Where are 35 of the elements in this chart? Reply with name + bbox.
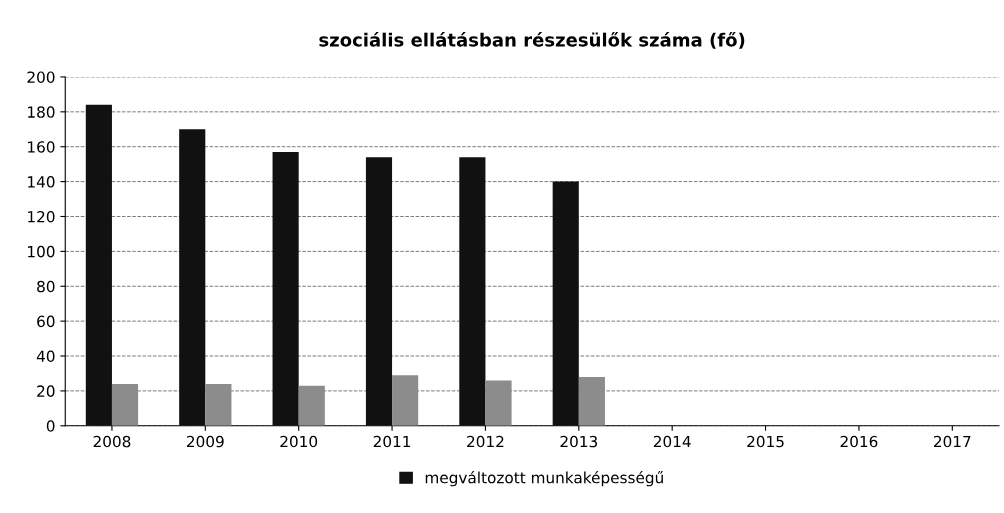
x-tick-label: 2012: [467, 435, 504, 448]
x-tick-label: 2017: [933, 435, 971, 448]
x-tick-label: 2010: [280, 435, 318, 448]
y-tick-label: 100: [28, 245, 55, 258]
y-tick-label: 0: [46, 420, 55, 432]
y-tick-label: 140: [28, 176, 55, 188]
y-tick-label: 20: [37, 385, 55, 397]
bar: [552, 181, 579, 426]
x-tick-label: 2013: [560, 435, 598, 448]
bar: [205, 383, 232, 426]
bar: [111, 383, 139, 426]
y-tick-label: 200: [27, 71, 55, 83]
bar: [365, 157, 393, 426]
legend-label: megváltozott munkaképességű: [425, 470, 663, 487]
y-tick-label: 40: [36, 350, 55, 363]
x-tick-label: 2015: [747, 435, 784, 448]
chart-title: szociális ellátásban részesülők száma (fő): [319, 31, 745, 49]
bar: [272, 151, 299, 426]
bar: [459, 157, 486, 426]
bar: [392, 375, 419, 426]
x-tick-label: 2008: [93, 435, 131, 448]
x-tick-label: 2009: [187, 435, 224, 448]
y-tick-label: 180: [28, 106, 55, 118]
bar: [85, 104, 112, 426]
y-tick-label: 60: [37, 315, 55, 328]
bar: [578, 376, 605, 426]
bar: [179, 129, 206, 426]
y-tick-label: 80: [37, 280, 55, 293]
bar: [485, 380, 512, 426]
x-tick-label: 2016: [840, 435, 878, 448]
bar: [298, 385, 325, 426]
x-tick-label: 2014: [653, 435, 691, 448]
y-tick-label: 160: [28, 141, 55, 153]
y-tick-label: 120: [28, 210, 55, 223]
x-tick-label: 2011: [373, 435, 411, 448]
